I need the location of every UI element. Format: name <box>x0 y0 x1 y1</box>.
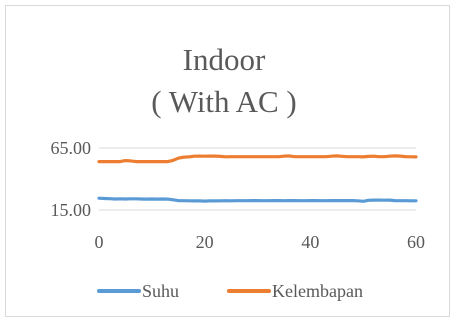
chart-container: Indoor ( With AC ) 15.00 65.00 0 20 40 60 Su… <box>5 5 450 317</box>
x-tick-label: 40 <box>301 232 319 252</box>
legend-label-kelembapan: Kelembapan <box>272 281 363 301</box>
y-tick-label: 65.00 <box>51 138 92 158</box>
indoor-line-chart: Indoor ( With AC ) 15.00 65.00 0 20 40 60 Su… <box>51 42 426 301</box>
series-line-suhu <box>97 196 418 203</box>
x-tick-label: 0 <box>95 232 104 252</box>
chart-title-line-2: ( With AC ) <box>151 84 296 119</box>
y-axis-ticks: 15.00 65.00 <box>51 138 92 220</box>
y-tick-label: 15.00 <box>51 200 92 220</box>
gridlines <box>99 147 416 211</box>
x-tick-label: 20 <box>196 232 214 252</box>
legend: Suhu Kelembapan <box>97 281 363 301</box>
series-lines <box>97 154 418 203</box>
x-tick-label: 60 <box>407 232 425 252</box>
series-line-kelembapan <box>97 154 418 164</box>
chart-title-line-1: Indoor <box>183 42 266 77</box>
legend-label-suhu: Suhu <box>142 281 179 301</box>
x-axis-ticks: 0 20 40 60 <box>95 232 426 252</box>
